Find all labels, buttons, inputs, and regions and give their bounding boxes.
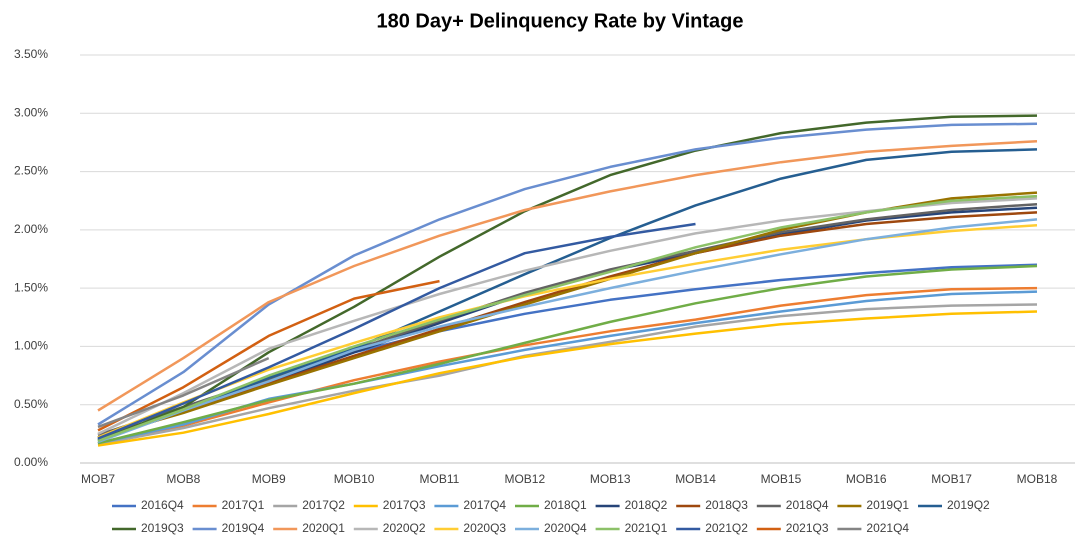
series-line bbox=[97, 356, 270, 429]
legend-label: 2020Q1 bbox=[302, 521, 345, 535]
y-tick-label: 2.00% bbox=[14, 222, 48, 236]
chart-title: 180 Day+ Delinquency Rate by Vintage bbox=[376, 10, 743, 32]
series-line bbox=[97, 114, 1038, 443]
legend-label: 2021Q1 bbox=[625, 521, 668, 535]
x-tick-label: MOB14 bbox=[675, 472, 716, 486]
legend-label: 2018Q4 bbox=[786, 498, 829, 512]
series-line bbox=[97, 286, 1038, 445]
x-tick-label: MOB16 bbox=[846, 472, 887, 486]
series-line bbox=[97, 122, 1038, 426]
y-tick-label: 3.00% bbox=[14, 105, 48, 119]
legend-label: 2020Q3 bbox=[463, 521, 506, 535]
legend-label: 2018Q3 bbox=[705, 498, 748, 512]
series-line bbox=[97, 140, 1038, 412]
series-line bbox=[97, 202, 1038, 437]
series-line bbox=[97, 148, 1038, 441]
x-tick-label: MOB17 bbox=[931, 472, 972, 486]
series-line bbox=[97, 303, 1038, 446]
y-tick-label: 0.50% bbox=[14, 397, 48, 411]
legend-label: 2018Q1 bbox=[544, 498, 587, 512]
legend-label: 2021Q4 bbox=[866, 521, 909, 535]
y-tick-label: 2.50% bbox=[14, 164, 48, 178]
legend-label: 2017Q2 bbox=[302, 498, 345, 512]
series-line bbox=[97, 211, 1038, 439]
y-tick-label: 1.00% bbox=[14, 339, 48, 353]
series-line bbox=[97, 310, 1038, 447]
series-line bbox=[97, 222, 696, 440]
y-tick-label: 3.50% bbox=[14, 47, 48, 61]
x-tick-label: MOB7 bbox=[81, 472, 115, 486]
x-tick-label: MOB18 bbox=[1017, 472, 1058, 486]
legend-label: 2019Q4 bbox=[222, 521, 265, 535]
series-line bbox=[97, 279, 440, 432]
legend-label: 2016Q4 bbox=[141, 498, 184, 512]
series-line bbox=[97, 191, 1038, 439]
series-line bbox=[97, 194, 1038, 443]
legend-label: 2019Q3 bbox=[141, 521, 184, 535]
series-line bbox=[97, 218, 1038, 444]
x-tick-label: MOB9 bbox=[252, 472, 286, 486]
legend-label: 2021Q2 bbox=[705, 521, 748, 535]
x-tick-label: MOB12 bbox=[504, 472, 545, 486]
y-tick-label: 1.50% bbox=[14, 280, 48, 294]
legend-label: 2019Q2 bbox=[947, 498, 990, 512]
x-tick-label: MOB11 bbox=[420, 472, 460, 486]
series-line bbox=[97, 264, 1038, 445]
y-tick-label: 0.00% bbox=[14, 455, 48, 469]
legend-label: 2020Q4 bbox=[544, 521, 587, 535]
legend-label: 2021Q3 bbox=[786, 521, 829, 535]
legend-label: 2020Q2 bbox=[383, 521, 426, 535]
legend-label: 2019Q1 bbox=[866, 498, 909, 512]
legend-label: 2017Q3 bbox=[383, 498, 426, 512]
x-tick-label: MOB13 bbox=[590, 472, 631, 486]
legend-label: 2017Q4 bbox=[463, 498, 506, 512]
x-tick-label: MOB15 bbox=[761, 472, 802, 486]
legend-label: 2017Q1 bbox=[222, 498, 265, 512]
legend-label: 2018Q2 bbox=[625, 498, 668, 512]
x-tick-label: MOB8 bbox=[166, 472, 200, 486]
x-tick-label: MOB10 bbox=[334, 472, 375, 486]
